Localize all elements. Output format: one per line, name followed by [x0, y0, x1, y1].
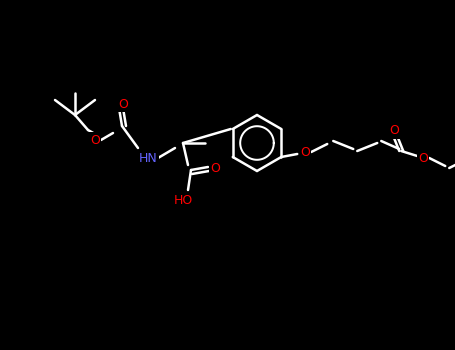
Text: O: O	[118, 98, 128, 111]
Text: O: O	[300, 146, 310, 159]
Text: O: O	[210, 161, 220, 175]
Text: HN: HN	[139, 152, 157, 164]
Text: O: O	[389, 125, 399, 138]
Text: HO: HO	[173, 194, 192, 206]
Text: O: O	[90, 133, 100, 147]
Text: O: O	[418, 152, 428, 164]
